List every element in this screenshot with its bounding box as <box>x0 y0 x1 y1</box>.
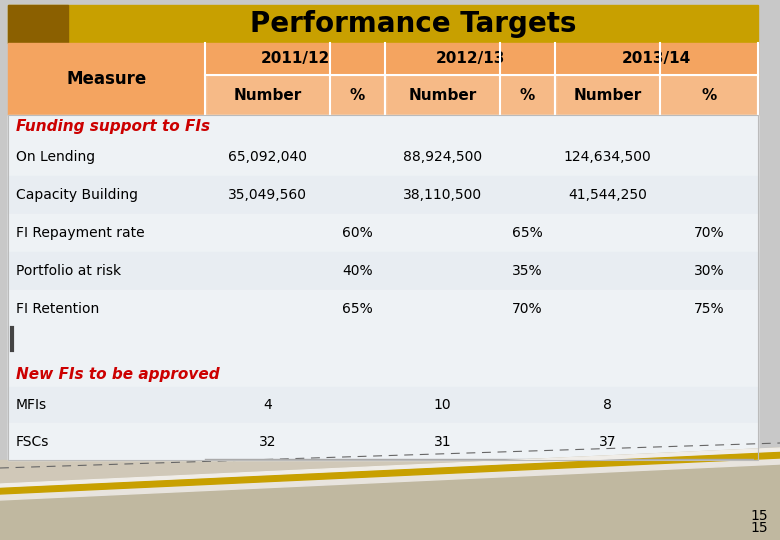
Bar <box>8 387 758 423</box>
Text: %: % <box>701 87 717 103</box>
Text: 38,110,500: 38,110,500 <box>403 188 482 202</box>
Text: 75%: 75% <box>693 302 725 316</box>
Bar <box>8 290 758 328</box>
Text: 30%: 30% <box>693 264 725 278</box>
Bar <box>8 5 758 43</box>
Bar <box>8 176 758 214</box>
Bar <box>206 75 384 115</box>
Text: 70%: 70% <box>512 302 543 316</box>
Text: 35,049,560: 35,049,560 <box>228 188 307 202</box>
Text: 4: 4 <box>263 398 272 412</box>
Polygon shape <box>0 456 780 500</box>
Text: Funding support to FIs: Funding support to FIs <box>16 119 210 134</box>
Polygon shape <box>0 448 780 487</box>
Text: On Lending: On Lending <box>16 150 95 164</box>
Text: 41,544,250: 41,544,250 <box>568 188 647 202</box>
Bar <box>8 115 758 460</box>
Text: 35%: 35% <box>512 264 543 278</box>
Bar <box>8 115 758 138</box>
Text: 60%: 60% <box>342 226 373 240</box>
Text: 40%: 40% <box>342 264 373 278</box>
Text: MFIs: MFIs <box>16 398 47 412</box>
Text: %: % <box>350 87 365 103</box>
Text: 65%: 65% <box>342 302 373 316</box>
Bar <box>8 362 758 387</box>
Text: Portfolio at risk: Portfolio at risk <box>16 264 121 278</box>
Bar <box>556 75 757 115</box>
Text: New FIs to be approved: New FIs to be approved <box>16 367 220 382</box>
Bar <box>8 43 758 115</box>
Text: 32: 32 <box>259 435 276 449</box>
Text: Measure: Measure <box>66 70 147 88</box>
Text: FI Repayment rate: FI Repayment rate <box>16 226 144 240</box>
Bar <box>386 75 554 115</box>
Polygon shape <box>0 452 780 494</box>
Text: 2012/13: 2012/13 <box>435 51 505 66</box>
Bar <box>8 115 758 460</box>
Text: 8: 8 <box>603 398 612 412</box>
Text: 2011/12: 2011/12 <box>261 51 330 66</box>
Text: 88,924,500: 88,924,500 <box>403 150 482 164</box>
Text: Number: Number <box>233 87 302 103</box>
Text: %: % <box>520 87 535 103</box>
Text: 124,634,500: 124,634,500 <box>564 150 651 164</box>
Text: 70%: 70% <box>693 226 725 240</box>
Text: Number: Number <box>573 87 642 103</box>
Bar <box>0 460 780 540</box>
Text: 65,092,040: 65,092,040 <box>228 150 307 164</box>
Text: 31: 31 <box>434 435 452 449</box>
Bar <box>8 423 758 460</box>
Text: 37: 37 <box>599 435 616 449</box>
Text: 15: 15 <box>750 509 768 523</box>
Text: Capacity Building: Capacity Building <box>16 188 138 202</box>
Bar <box>8 328 758 362</box>
Text: 10: 10 <box>434 398 452 412</box>
Polygon shape <box>0 460 780 510</box>
Text: Number: Number <box>409 87 477 103</box>
Text: FI Retention: FI Retention <box>16 302 99 316</box>
Bar <box>8 5 68 43</box>
Bar <box>8 252 758 290</box>
Bar <box>8 138 758 176</box>
Text: Performance Targets: Performance Targets <box>250 10 576 38</box>
Bar <box>8 214 758 252</box>
Text: 65%: 65% <box>512 226 543 240</box>
Text: 2013/14: 2013/14 <box>622 51 691 66</box>
Polygon shape <box>0 448 780 540</box>
Text: 15: 15 <box>750 521 768 535</box>
Text: FSCs: FSCs <box>16 435 49 449</box>
